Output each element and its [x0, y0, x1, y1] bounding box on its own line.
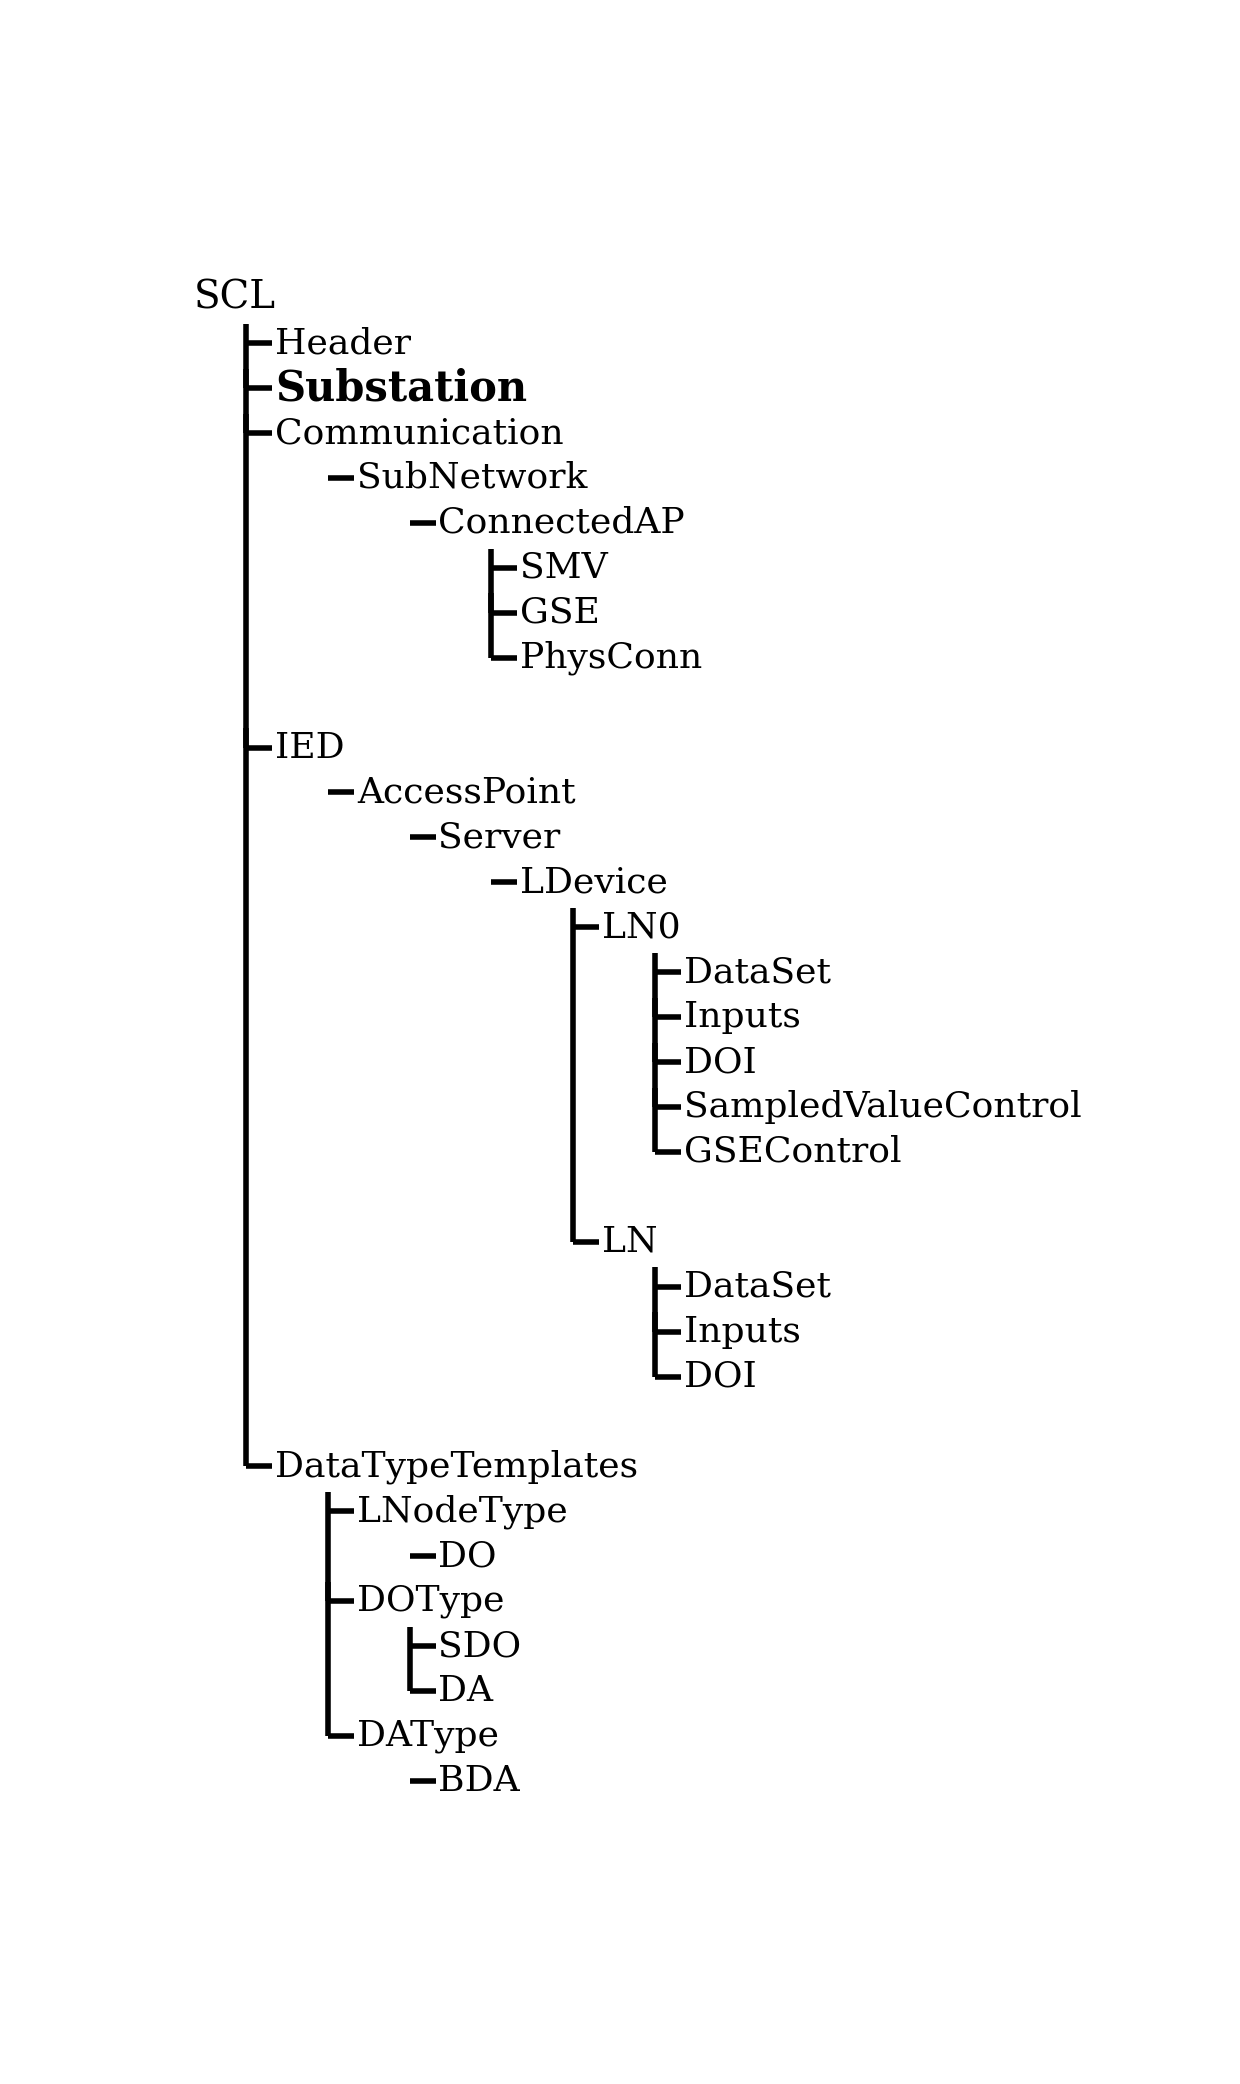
- Text: DataSet: DataSet: [683, 1269, 831, 1305]
- Text: DataSet: DataSet: [683, 954, 831, 990]
- Text: LNodeType: LNodeType: [357, 1494, 568, 1528]
- Text: SMV: SMV: [521, 550, 608, 586]
- Text: Communication: Communication: [275, 417, 564, 450]
- Text: Header: Header: [275, 327, 412, 361]
- Text: AccessPoint: AccessPoint: [357, 775, 575, 809]
- Text: Server: Server: [439, 821, 560, 854]
- Text: LN0: LN0: [601, 911, 681, 944]
- Text: DataTypeTemplates: DataTypeTemplates: [275, 1448, 639, 1484]
- Text: GSE: GSE: [521, 596, 600, 629]
- Text: SampledValueControl: SampledValueControl: [683, 1090, 1081, 1123]
- Text: SubNetwork: SubNetwork: [357, 461, 588, 494]
- Text: GSEControl: GSEControl: [683, 1136, 901, 1169]
- Text: LDevice: LDevice: [521, 865, 668, 900]
- Text: Inputs: Inputs: [683, 1000, 801, 1034]
- Text: LN: LN: [601, 1225, 657, 1259]
- Text: SDO: SDO: [439, 1630, 522, 1663]
- Text: PhysConn: PhysConn: [521, 640, 702, 675]
- Text: Substation: Substation: [275, 367, 527, 408]
- Text: BDA: BDA: [439, 1763, 520, 1798]
- Text: DOI: DOI: [683, 1359, 756, 1394]
- Text: DAType: DAType: [357, 1719, 498, 1753]
- Text: DOType: DOType: [357, 1584, 505, 1617]
- Text: DO: DO: [439, 1540, 497, 1573]
- Text: SCL: SCL: [193, 279, 275, 317]
- Text: Inputs: Inputs: [683, 1315, 801, 1348]
- Text: DOI: DOI: [683, 1044, 756, 1080]
- Text: DA: DA: [439, 1673, 494, 1709]
- Text: IED: IED: [275, 731, 345, 765]
- Text: ConnectedAP: ConnectedAP: [439, 506, 686, 540]
